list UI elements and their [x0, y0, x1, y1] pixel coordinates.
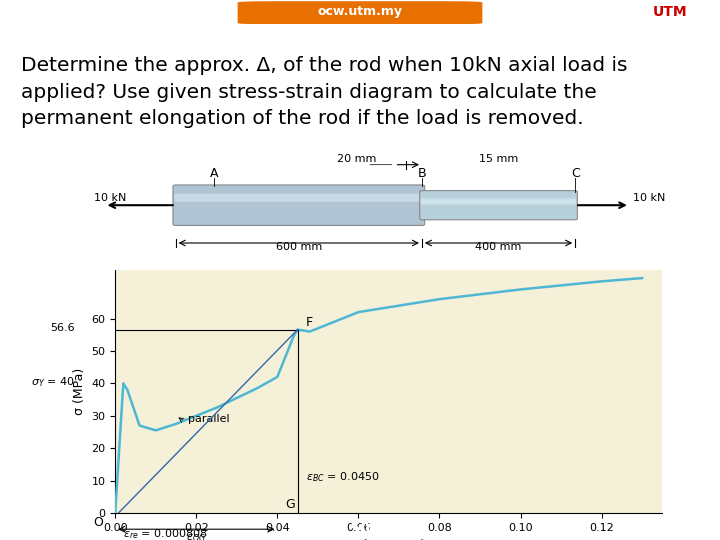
Text: 20 mm: 20 mm [336, 154, 376, 164]
Text: Determine the approx. Δ, of the rod when 10kN axial load is
applied? Use given s: Determine the approx. Δ, of the rod when… [22, 56, 628, 129]
Text: $\sigma_Y$ = 40: $\sigma_Y$ = 40 [31, 375, 75, 389]
Text: 56.6: 56.6 [50, 323, 75, 333]
Text: $\varepsilon_{re}$ = 0.000808: $\varepsilon_{re}$ = 0.000808 [122, 527, 207, 540]
X-axis label: ε (mm/mm): ε (mm/mm) [352, 538, 426, 540]
Y-axis label: σ (MPa): σ (MPa) [73, 368, 86, 415]
Text: UTM: UTM [652, 5, 687, 19]
Text: $\varepsilon_{OG}$: $\varepsilon_{OG}$ [186, 532, 206, 540]
Text: 400 mm: 400 mm [475, 242, 522, 252]
Text: ocw.utm.my: ocw.utm.my [318, 5, 402, 18]
FancyBboxPatch shape [238, 1, 482, 24]
Text: F: F [306, 316, 312, 329]
Text: 10 kN: 10 kN [633, 193, 665, 203]
FancyBboxPatch shape [173, 185, 425, 226]
FancyBboxPatch shape [174, 194, 423, 201]
FancyBboxPatch shape [420, 198, 576, 204]
Text: C: C [571, 167, 580, 180]
Text: G: G [285, 498, 295, 511]
Text: A: A [210, 167, 218, 180]
Text: 600 mm: 600 mm [276, 242, 322, 252]
Text: 15 mm: 15 mm [479, 154, 518, 164]
Text: parallel: parallel [179, 414, 230, 424]
Text: 50: 50 [349, 522, 371, 537]
Text: $\varepsilon_{BC}$ = 0.0450: $\varepsilon_{BC}$ = 0.0450 [306, 470, 379, 484]
Text: B: B [418, 167, 426, 180]
Text: O: O [93, 516, 103, 529]
Text: 10 kN: 10 kN [94, 193, 126, 203]
FancyBboxPatch shape [420, 191, 577, 220]
